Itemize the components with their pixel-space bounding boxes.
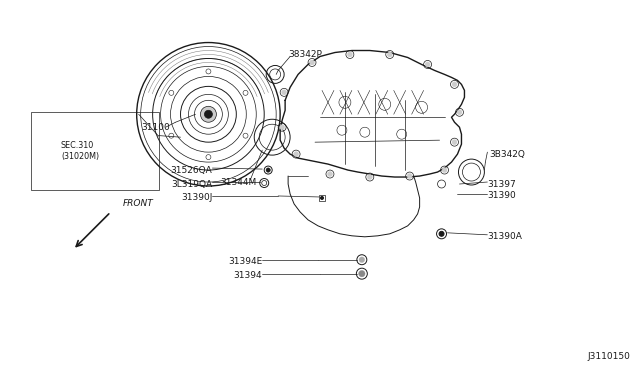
Circle shape bbox=[387, 52, 392, 57]
Circle shape bbox=[442, 167, 447, 173]
Text: 31394E: 31394E bbox=[228, 257, 262, 266]
Circle shape bbox=[266, 168, 270, 172]
Circle shape bbox=[457, 110, 462, 115]
Circle shape bbox=[328, 171, 332, 177]
Text: 31344M: 31344M bbox=[220, 177, 257, 186]
Circle shape bbox=[367, 174, 372, 180]
Circle shape bbox=[280, 125, 285, 130]
Text: 31390A: 31390A bbox=[488, 232, 522, 241]
Circle shape bbox=[359, 257, 365, 263]
Circle shape bbox=[452, 82, 457, 87]
Bar bbox=[31, 112, 159, 190]
Text: 38342P: 38342P bbox=[288, 50, 322, 59]
Text: 3B342Q: 3B342Q bbox=[490, 150, 525, 158]
Circle shape bbox=[348, 52, 353, 57]
Circle shape bbox=[321, 196, 323, 199]
Circle shape bbox=[439, 231, 444, 236]
Text: J3110150: J3110150 bbox=[588, 352, 631, 361]
Text: 31394: 31394 bbox=[234, 271, 262, 280]
Text: FRONT: FRONT bbox=[123, 199, 154, 208]
Text: 31397: 31397 bbox=[488, 180, 516, 189]
Circle shape bbox=[407, 174, 412, 179]
Circle shape bbox=[200, 106, 216, 122]
Circle shape bbox=[310, 60, 314, 65]
Circle shape bbox=[358, 270, 365, 277]
Text: 31526QA: 31526QA bbox=[171, 166, 212, 174]
Text: 3L319QA: 3L319QA bbox=[172, 180, 212, 189]
Bar bbox=[319, 195, 325, 201]
Text: SEC.310
(31020M): SEC.310 (31020M) bbox=[61, 141, 99, 161]
Text: 31100: 31100 bbox=[141, 123, 170, 132]
Circle shape bbox=[204, 110, 212, 118]
Circle shape bbox=[425, 62, 430, 67]
Circle shape bbox=[282, 90, 287, 95]
Text: 31390: 31390 bbox=[488, 192, 516, 201]
Text: 31390J: 31390J bbox=[181, 193, 212, 202]
Circle shape bbox=[452, 140, 457, 145]
Circle shape bbox=[294, 152, 299, 157]
